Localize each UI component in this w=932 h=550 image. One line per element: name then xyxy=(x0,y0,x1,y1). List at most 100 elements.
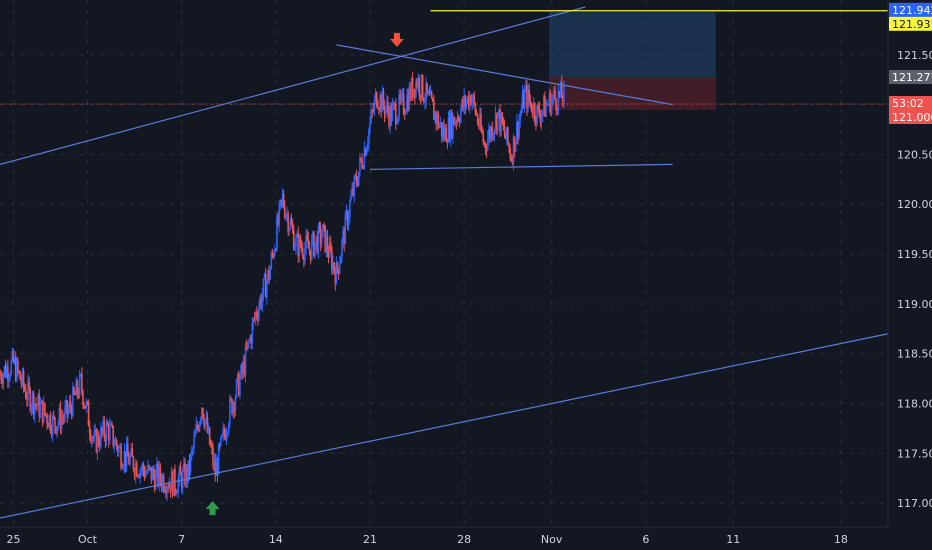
position-box[interactable] xyxy=(548,11,716,111)
candle-body xyxy=(214,460,217,477)
candle-body xyxy=(23,386,26,390)
y-tick-label: 118.000 xyxy=(897,397,932,410)
candle-body xyxy=(549,93,552,115)
candle-body xyxy=(349,200,351,217)
candle-body xyxy=(112,425,115,446)
candle-body xyxy=(279,200,282,205)
candle-body xyxy=(221,434,223,437)
candle-body xyxy=(398,94,400,117)
x-tick-label: 25 xyxy=(6,533,20,546)
candle-body xyxy=(327,251,330,258)
stop-zone[interactable] xyxy=(548,77,716,111)
candle-body xyxy=(507,127,509,144)
candle-body xyxy=(129,456,131,465)
candle-body xyxy=(252,318,255,323)
candle-body xyxy=(188,460,191,473)
candle-body xyxy=(356,183,359,186)
candle-body xyxy=(78,374,81,396)
candle-body xyxy=(103,420,106,437)
candle-body xyxy=(394,104,397,124)
candle-body xyxy=(39,403,42,417)
candle-body xyxy=(361,160,363,168)
candle-body xyxy=(460,109,462,122)
price-tag-bg xyxy=(889,96,932,111)
candle-body xyxy=(81,374,83,391)
candle-body xyxy=(519,114,522,121)
candle-body xyxy=(493,129,496,135)
candle-body xyxy=(425,82,427,101)
candle-body xyxy=(451,112,453,137)
descending-resistance-line[interactable] xyxy=(336,44,673,106)
candle-body xyxy=(370,110,372,123)
candle-body xyxy=(70,407,73,416)
candle-body xyxy=(142,464,145,471)
candle-body xyxy=(0,373,2,380)
candle-body xyxy=(331,250,333,271)
lower-channel-line[interactable] xyxy=(0,333,889,519)
y-tick-label: 119.500 xyxy=(897,248,932,261)
candle-body xyxy=(379,95,381,109)
candle-body xyxy=(393,103,396,105)
upper-channel-line[interactable] xyxy=(0,6,586,165)
candle-body xyxy=(156,463,158,471)
candle-body xyxy=(139,469,141,478)
candle-body xyxy=(51,415,54,435)
x-tick-label: 11 xyxy=(726,533,740,546)
candle-body xyxy=(557,91,560,111)
candle-body xyxy=(261,294,264,307)
candle-body xyxy=(401,93,404,95)
price-tag-label: 53:02 xyxy=(892,97,924,110)
candle-body xyxy=(474,103,477,114)
candle-body xyxy=(476,114,479,124)
candle-body xyxy=(310,239,313,260)
candle-body xyxy=(248,341,250,343)
candle-body xyxy=(363,148,366,168)
candle-body xyxy=(180,474,183,489)
horizontal-support-line[interactable] xyxy=(369,163,673,170)
candle-body xyxy=(371,110,374,112)
price-axis-panel xyxy=(888,0,932,550)
candle-body xyxy=(525,86,527,90)
price-tag-label: 121.006 xyxy=(892,111,932,124)
candle-body xyxy=(165,490,167,494)
candle-body xyxy=(234,397,237,411)
candle-body xyxy=(495,113,498,131)
x-tick-label: 14 xyxy=(269,533,283,546)
candle-body xyxy=(176,492,178,494)
candle-body xyxy=(60,417,63,429)
candle-body xyxy=(255,311,258,317)
candle-body xyxy=(187,460,190,482)
candle-body xyxy=(373,99,376,111)
candle-body xyxy=(63,417,65,419)
candle-body xyxy=(397,116,399,123)
candle-body xyxy=(131,448,134,457)
candle-body xyxy=(305,235,307,249)
candle-body xyxy=(502,123,505,126)
candle-body xyxy=(308,248,311,251)
candle-body xyxy=(501,112,504,124)
y-tick-label: 120.500 xyxy=(897,148,932,161)
candle-body xyxy=(483,141,486,144)
candle-body xyxy=(429,91,432,96)
candle-body xyxy=(270,254,273,269)
candle-body xyxy=(125,443,128,466)
candle-body xyxy=(91,437,93,442)
candle-body xyxy=(207,426,210,433)
candle-body xyxy=(143,470,146,478)
candle-body xyxy=(458,120,461,122)
candle-body xyxy=(148,465,150,468)
candle-body xyxy=(325,236,328,252)
candle-body xyxy=(290,221,293,226)
candle-body xyxy=(438,124,441,128)
target-zone[interactable] xyxy=(548,11,716,78)
candle-body xyxy=(400,94,403,101)
drawings[interactable] xyxy=(0,6,889,519)
candle-body xyxy=(381,90,384,112)
candle-body xyxy=(334,271,337,285)
candle-body xyxy=(49,414,52,431)
y-tick-label: 119.000 xyxy=(897,298,932,311)
candle-body xyxy=(278,204,280,225)
candle-body xyxy=(40,400,43,404)
